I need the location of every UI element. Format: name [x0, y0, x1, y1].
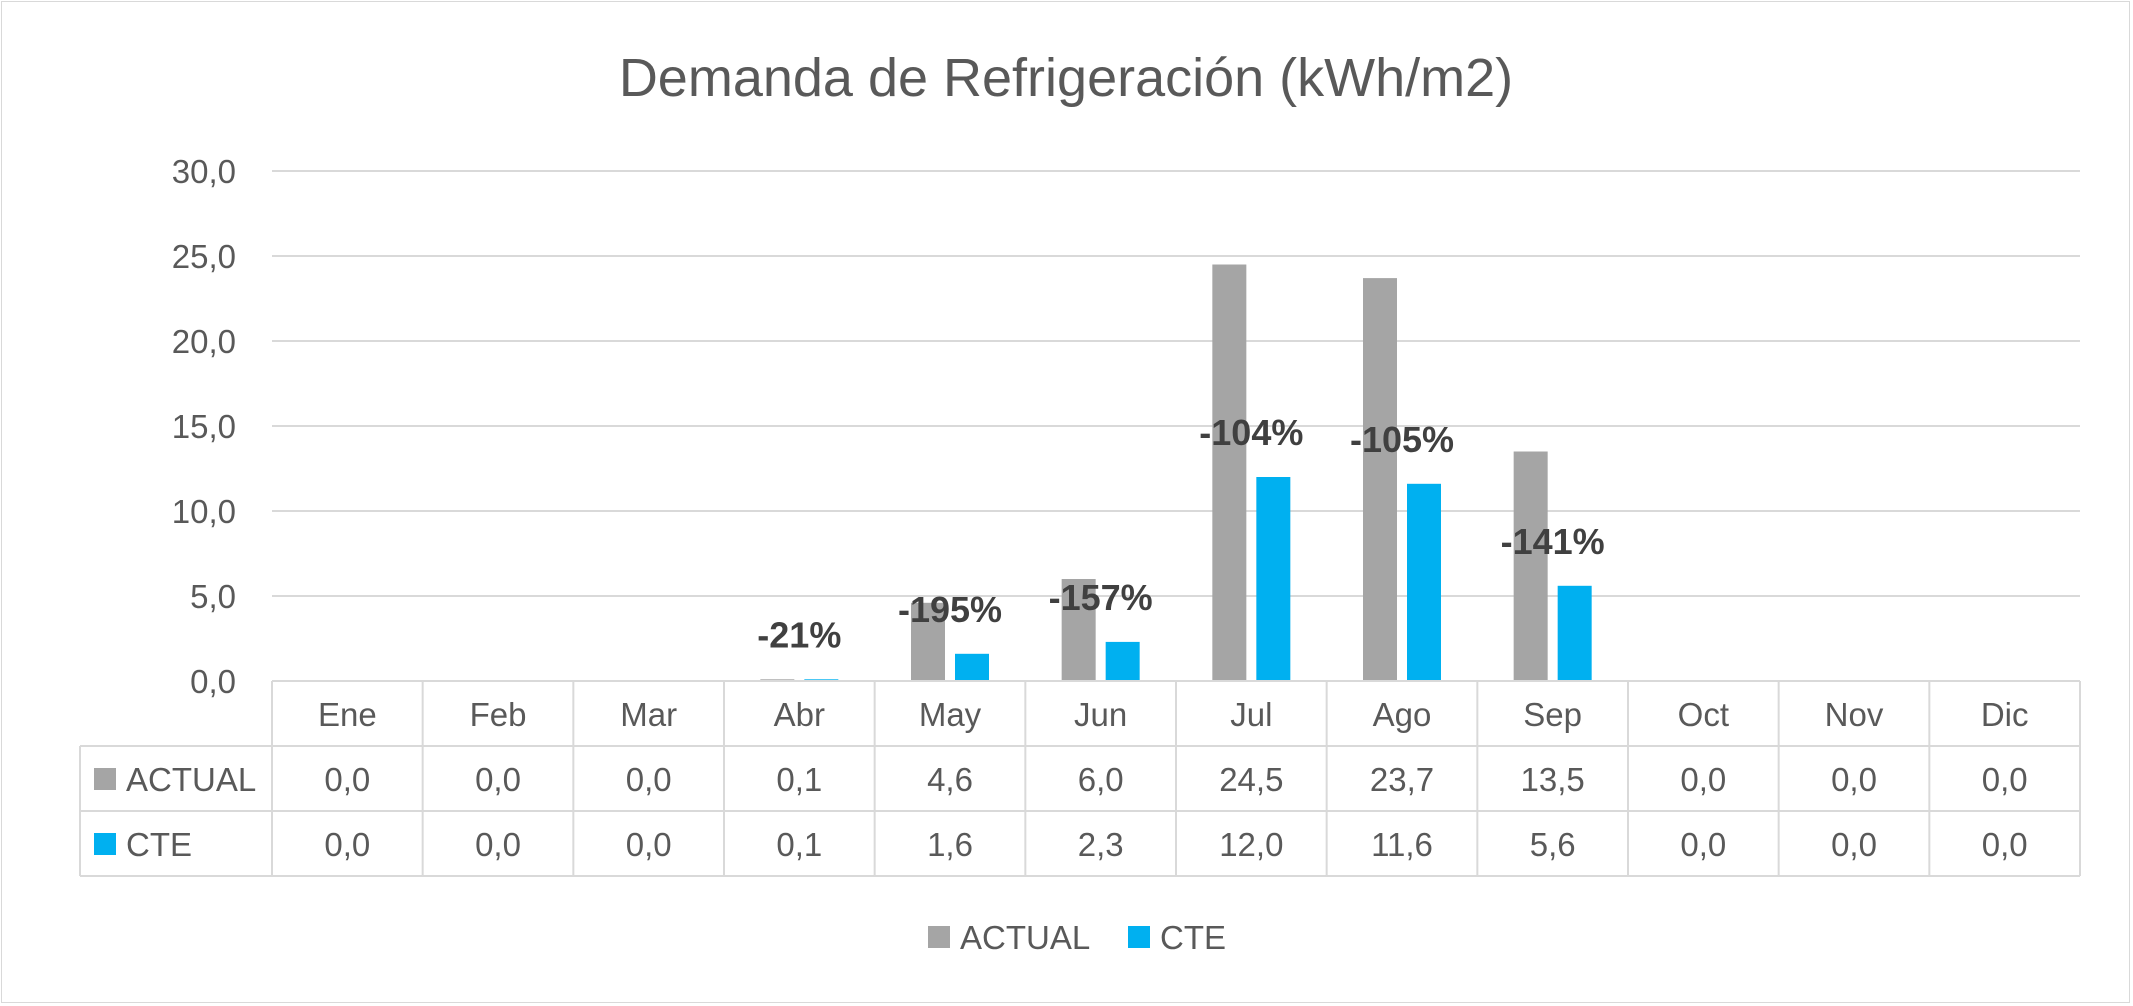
table-cell: 0,0 — [1982, 826, 2028, 863]
legend-swatch — [1128, 926, 1150, 948]
table-cell: 0,0 — [475, 826, 521, 863]
table-cell: 2,3 — [1078, 826, 1124, 863]
chart-title: Demanda de Refrigeración (kWh/m2) — [619, 48, 1513, 108]
bar-actual-sep — [1513, 451, 1548, 681]
table-series-name: CTE — [126, 826, 192, 863]
legend-label: CTE — [1160, 919, 1226, 956]
table-cell: 23,7 — [1370, 761, 1434, 798]
annotations: -21% -195% -157% -104% -105% -141% — [757, 412, 1604, 655]
category-label: Jun — [1074, 696, 1127, 733]
table-cell: 0,0 — [1680, 761, 1726, 798]
category-label: May — [919, 696, 982, 733]
bar-cte-jun — [1105, 641, 1140, 681]
table-cell: 0,0 — [1680, 826, 1726, 863]
bars — [760, 264, 1592, 681]
category-label: Ago — [1373, 696, 1432, 733]
y-tick-label: 30,0 — [172, 153, 236, 190]
y-tick-label: 20,0 — [172, 323, 236, 360]
bar-actual-jul — [1212, 264, 1247, 681]
y-tick-label: 10,0 — [172, 493, 236, 530]
bar-actual-jun — [1061, 579, 1096, 681]
table-legend-swatch — [94, 768, 116, 790]
table-legend-swatch — [94, 833, 116, 855]
legend-swatch — [928, 926, 950, 948]
legend: ACTUAL CTE — [928, 919, 1226, 956]
category-label: Sep — [1523, 696, 1582, 733]
percent-label: -105% — [1350, 419, 1454, 460]
bar-actual-ago — [1363, 278, 1397, 681]
table-cell: 0,0 — [324, 826, 370, 863]
y-tick-label: 0,0 — [190, 663, 236, 700]
table-cell: 13,5 — [1521, 761, 1585, 798]
percent-label: -195% — [898, 589, 1002, 630]
table-cell: 24,5 — [1219, 761, 1283, 798]
table-cell: 0,0 — [1831, 826, 1877, 863]
category-label: Dic — [1981, 696, 2029, 733]
table-cell: 6,0 — [1078, 761, 1124, 798]
bar-cte-ago — [1407, 483, 1441, 681]
table-cell: 12,0 — [1219, 826, 1283, 863]
percent-label: -141% — [1501, 521, 1605, 562]
category-label: Oct — [1678, 696, 1729, 733]
table-cell: 0,0 — [1831, 761, 1877, 798]
legend-label: ACTUAL — [960, 919, 1090, 956]
category-label: Ene — [318, 696, 377, 733]
table-cell: 5,6 — [1530, 826, 1576, 863]
percent-label: -104% — [1199, 412, 1303, 453]
table-cell: 4,6 — [927, 761, 973, 798]
y-axis: 0,0 5,0 10,0 15,0 20,0 25,0 30,0 — [172, 153, 236, 700]
bar-cte-sep — [1557, 585, 1592, 681]
bar-cte-jul — [1256, 477, 1291, 681]
data-table: Ene Feb Mar Abr May Jun Jul Ago Sep Oct Nov Dic ACTU… — [79, 680, 2081, 877]
table-cell: 11,6 — [1371, 826, 1433, 863]
category-label: Nov — [1825, 696, 1884, 733]
category-label: Feb — [470, 696, 527, 733]
bar-actual-may — [911, 602, 945, 681]
category-label: Abr — [774, 696, 825, 733]
table-cell: 0,0 — [324, 761, 370, 798]
percent-label: -157% — [1049, 577, 1153, 618]
gridlines — [272, 170, 2080, 597]
y-tick-label: 15,0 — [172, 408, 236, 445]
table-cell: 0,1 — [776, 761, 822, 798]
table-cell: 1,6 — [927, 826, 973, 863]
table-cell: 0,1 — [776, 826, 822, 863]
table-cell: 0,0 — [626, 761, 672, 798]
bar-cte-may — [955, 653, 989, 681]
percent-label: -21% — [757, 614, 841, 655]
y-tick-label: 5,0 — [190, 578, 236, 615]
table-cell: 0,0 — [626, 826, 672, 863]
y-tick-label: 25,0 — [172, 238, 236, 275]
category-label: Jul — [1230, 696, 1272, 733]
table-cell: 0,0 — [475, 761, 521, 798]
table-cell: 0,0 — [1982, 761, 2028, 798]
table-series-name: ACTUAL — [126, 761, 256, 798]
category-label: Mar — [620, 696, 677, 733]
